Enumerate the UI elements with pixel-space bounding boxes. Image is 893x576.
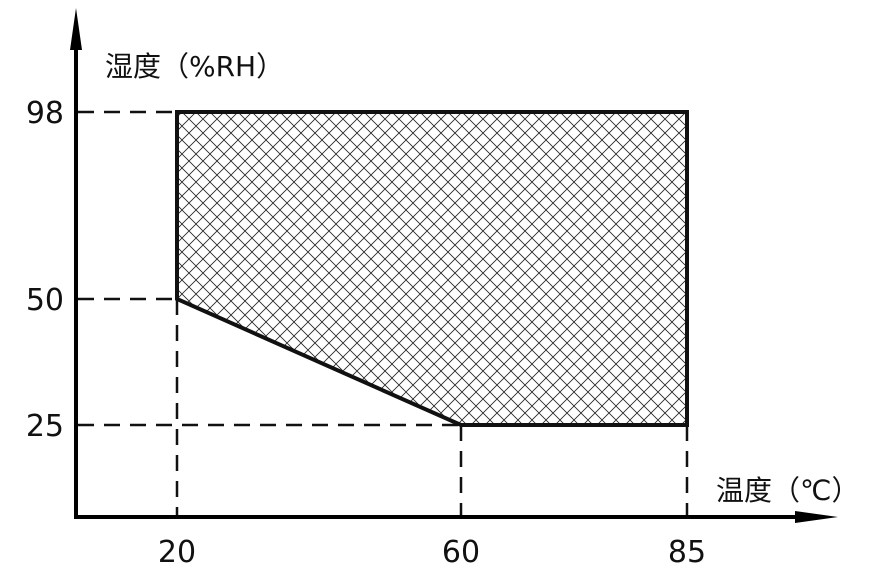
y-axis-label: 湿度（%RH）: [105, 50, 284, 83]
y-axis-arrow-icon: [70, 8, 82, 50]
x-tick-label: 60: [442, 535, 480, 570]
x-tick-label: 85: [668, 535, 706, 570]
y-tick-label: 50: [26, 283, 64, 318]
y-tick-label: 98: [26, 96, 64, 131]
x-axis-arrow-icon: [795, 511, 838, 523]
y-tick-label: 25: [26, 409, 64, 444]
operating-region: [175, 110, 689, 427]
dashed-guide-lines: [78, 110, 689, 515]
x-tick-label: 20: [158, 535, 196, 570]
x-axis-label: 温度（℃）: [716, 474, 859, 507]
